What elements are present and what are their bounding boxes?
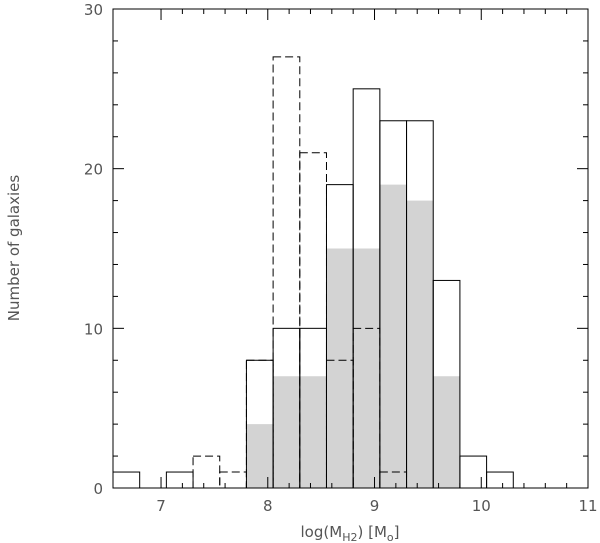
plot-frame <box>112 8 589 489</box>
filled-bar-4 <box>353 248 380 488</box>
dashed-bar-1 <box>219 471 247 489</box>
filled-histogram-series <box>246 184 460 488</box>
solid-bar-10 <box>459 455 488 489</box>
x-tick-label: 9 <box>370 497 380 515</box>
filled-bar-0 <box>246 424 274 488</box>
solid-bar-1 <box>165 471 194 489</box>
filled-bar-1 <box>273 376 300 488</box>
x-axis-title: log(MH2) [Mo] <box>301 523 400 543</box>
tick-labels: 7 8 9 10 11 0 10 20 30 <box>84 1 598 515</box>
y-axis-title: Number of galaxies <box>5 175 23 322</box>
y-tick-label: 0 <box>93 480 103 498</box>
dashed-bar-0 <box>192 455 221 489</box>
filled-bar-6 <box>406 200 434 488</box>
x-tick-label: 11 <box>578 497 597 515</box>
filled-bar-5 <box>379 184 407 488</box>
y-tick-label: 30 <box>84 1 103 19</box>
solid-bar-0 <box>112 471 141 489</box>
filled-bar-7 <box>433 376 460 488</box>
x-tick-label: 10 <box>472 497 491 515</box>
y-tick-label: 10 <box>84 320 103 338</box>
filled-bar-3 <box>326 248 354 488</box>
x-tick-label: 7 <box>156 497 166 515</box>
dashed-bar-2 <box>245 359 274 489</box>
axis-ticks <box>113 8 589 489</box>
solid-bar-11 <box>486 471 514 489</box>
y-tick-label: 20 <box>84 161 103 179</box>
filled-bar-2 <box>299 376 327 488</box>
x-tick-label: 8 <box>263 497 273 515</box>
